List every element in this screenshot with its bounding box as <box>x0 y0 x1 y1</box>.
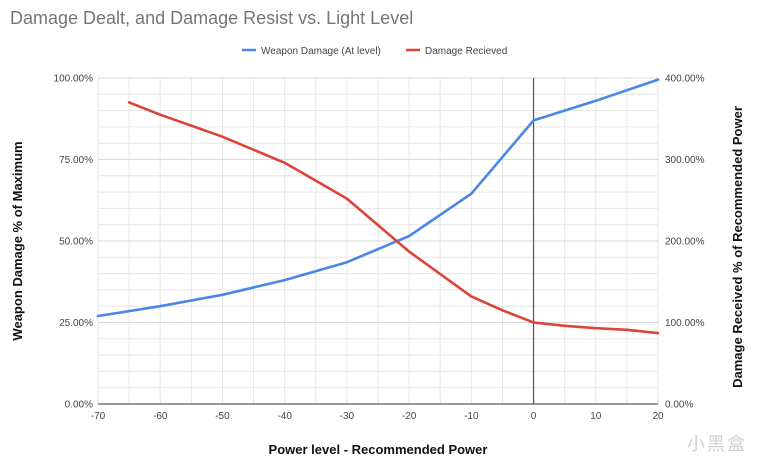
y-right-axis-label: Damage Received % of Recommended Power <box>730 106 745 388</box>
legend: Weapon Damage (At level) Damage Recieved <box>242 46 507 57</box>
y-right-tick-label: 100.00% <box>665 318 705 329</box>
x-tick-label: -30 <box>340 411 355 422</box>
x-tick-label: -40 <box>277 411 292 422</box>
x-tick-label: 0 <box>531 411 537 422</box>
series-line-weapon-damage <box>96 78 660 318</box>
series-line-damage-received <box>127 101 660 335</box>
legend-label-weapon-damage: Weapon Damage (At level) <box>261 46 381 57</box>
y-left-tick-label: 75.00% <box>59 155 93 166</box>
y-right-tick-label: 200.00% <box>665 237 705 248</box>
y-left-tick-label: 0.00% <box>65 400 93 411</box>
watermark-logo: 小黑盒 <box>687 434 747 455</box>
x-tick-label: -20 <box>402 411 417 422</box>
y-left-axis-label: Weapon Damage % of Maximum <box>10 141 25 340</box>
y-left-tick-label: 50.00% <box>59 237 93 248</box>
tick-label-layer: -70 -60 -50 -40 -30 -20 -10 0 10 200.00%25.00%50.… <box>54 74 705 423</box>
series-layer <box>96 78 660 335</box>
y-right-tick-label: 0.00% <box>665 400 693 411</box>
grid-layer <box>97 77 659 405</box>
x-tick-label: 20 <box>652 411 664 422</box>
y-right-tick-label: 300.00% <box>665 155 705 166</box>
x-tick-label: -60 <box>153 411 168 422</box>
y-right-tick-label: 400.00% <box>665 74 705 85</box>
y-left-tick-label: 25.00% <box>59 318 93 329</box>
legend-label-damage-received: Damage Recieved <box>425 46 507 57</box>
y-left-tick-label: 100.00% <box>54 74 94 85</box>
chart-title: Damage Dealt, and Damage Resist vs. Ligh… <box>10 8 414 28</box>
x-tick-label: -10 <box>464 411 479 422</box>
x-tick-label: -50 <box>215 411 230 422</box>
x-tick-label: 10 <box>590 411 602 422</box>
x-axis-label: Power level - Recommended Power <box>269 442 488 457</box>
x-tick-label: -70 <box>91 411 106 422</box>
